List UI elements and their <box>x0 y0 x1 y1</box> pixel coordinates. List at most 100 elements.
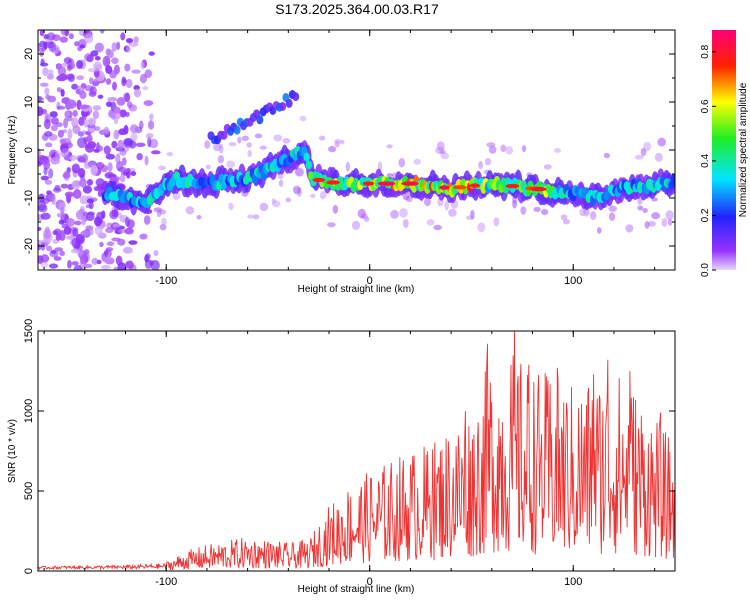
spectrogram-speckle <box>642 207 648 213</box>
spectrogram-noise-cell <box>83 117 88 128</box>
spectrogram-ridge-cell <box>307 171 315 181</box>
spectrogram-speckle <box>444 200 449 211</box>
spectrogram-noise-cell <box>49 111 58 118</box>
spectrogram-noise-cell <box>117 238 126 246</box>
spectrogram-noise-cell <box>43 119 51 130</box>
spectrogram-branch-cell <box>256 115 264 125</box>
spectrogram-noise-cell <box>117 139 124 151</box>
spectrogram-speckle <box>533 206 541 212</box>
snr-series <box>38 331 675 571</box>
spectrogram-speckle <box>423 197 432 207</box>
spectrogram-speckle <box>413 158 421 165</box>
spectrogram-noise-cell <box>79 178 87 188</box>
spectrogram-noise-cell <box>71 237 81 249</box>
spectrogram-noise-cell <box>47 69 54 75</box>
spectrogram-noise-cell <box>148 51 155 56</box>
spectrogram-noise-cell <box>77 156 86 163</box>
spectrogram-noise-cell <box>72 228 79 237</box>
spectrogram-noise-cell <box>50 117 59 125</box>
spectrogram-noise-cell <box>59 138 66 145</box>
spectrogram-noise-cell <box>87 67 98 73</box>
spectrogram-y-axis-label: Frequency (Hz) <box>7 116 18 185</box>
spectrogram-noise-cell <box>74 41 80 47</box>
spectrogram-speckle <box>399 208 408 218</box>
snr-panel: -100 0 100 0 500 1000 1500 Height of straight… <box>7 319 676 595</box>
spectrogram-speckle <box>390 209 399 219</box>
spectrogram-branch-cell <box>292 92 300 102</box>
spectrogram-noise-cell <box>114 154 120 163</box>
spectrogram-speckle <box>521 145 527 153</box>
spectrogram-noise-cell <box>105 257 115 265</box>
spectrogram-noise-cell <box>125 45 131 54</box>
spectrogram-ridge-cell <box>305 160 313 170</box>
spectrogram-noise-cell <box>153 249 159 256</box>
spectrogram-noise-cell <box>84 85 94 92</box>
spectrogram-noise-cell <box>83 252 90 263</box>
spectrogram-noise-cell <box>53 256 62 261</box>
spectrogram-noise-cell <box>100 30 105 34</box>
spectrogram-x-tick-label: 0 <box>367 275 373 287</box>
spectrogram-speckle <box>253 214 260 220</box>
spectrogram-peak-cell <box>362 181 375 186</box>
spectrogram-noise-cell <box>116 97 126 106</box>
spectrogram-noise-cell <box>79 44 86 49</box>
spectrogram-speckle <box>159 209 167 215</box>
spectrogram-noise-cell <box>100 265 111 270</box>
colorbar-tick-label: 0.8 <box>700 44 711 58</box>
spectrogram-noise-cell <box>143 215 151 225</box>
spectrogram-noise-cell <box>119 109 127 118</box>
spectrogram-noise-cell <box>43 33 49 40</box>
spectrogram-noise-cell <box>144 69 153 79</box>
spectrogram-speckle <box>357 208 367 219</box>
spectrogram-speckle <box>486 142 496 148</box>
spectrogram-noise-cell <box>90 164 98 176</box>
snr-y-tick-label: 1000 <box>23 399 35 423</box>
spectrogram-noise-cell <box>124 92 131 103</box>
spectrogram-noise-cell <box>93 148 100 153</box>
spectrogram-noise-cell <box>73 264 83 270</box>
spectrogram-noise-cell <box>113 106 121 114</box>
spectrogram-noise-cell <box>103 145 111 155</box>
spectrogram-noise-cell <box>68 33 74 40</box>
spectrogram-noise-cell <box>111 42 118 52</box>
spectrogram-speckle <box>285 197 291 203</box>
spectrogram-noise-cell <box>133 36 139 44</box>
spectrogram-noise-cell <box>50 157 60 165</box>
spectrogram-speckle <box>402 218 409 228</box>
spectrogram-noise-cell <box>65 217 76 227</box>
snr-frame <box>37 330 676 572</box>
spectrogram-speckle <box>328 145 337 153</box>
spectrogram-noise-cell <box>105 227 114 234</box>
spectrogram-speckle <box>247 214 255 219</box>
spectrogram-speckle <box>590 211 597 220</box>
spectrogram-noise-cell <box>144 155 149 166</box>
spectrogram-noise-cell <box>89 228 94 236</box>
spectrogram-speckle <box>493 217 500 227</box>
spectrogram-peak-cell <box>469 183 481 188</box>
spectrogram-noise-cell <box>83 162 92 169</box>
spectrogram-noise-cell <box>118 229 127 234</box>
snr-y-tick-label: 1500 <box>23 319 35 343</box>
spectrogram-noise-cell <box>83 263 93 269</box>
spectrogram-y-ticks: -20 -10 0 10 20 <box>23 29 675 271</box>
spectrogram-noise-cell <box>139 233 148 240</box>
spectrogram-noise-cell <box>143 100 154 106</box>
spectrogram-noise-cell <box>80 215 86 226</box>
spectrogram-peak-cell <box>453 185 467 190</box>
spectrogram-noise-cell <box>113 64 120 75</box>
spectrogram-noise-cell <box>94 216 102 227</box>
spectrogram-noise-cell <box>131 69 141 74</box>
spectrogram-speckle <box>657 137 667 147</box>
spectrogram-noise-cell <box>86 134 93 144</box>
spectrogram-noise-cell <box>118 128 127 136</box>
spectrogram-noise-cell <box>67 259 72 269</box>
spectrogram-speckle <box>332 204 339 214</box>
snr-y-tick-label: 0 <box>23 568 35 574</box>
spectrogram-noise-cell <box>85 204 93 209</box>
spectrogram-noise-cell <box>91 257 99 265</box>
spectrogram-noise-cell <box>69 154 78 161</box>
spectrogram-noise-cell <box>64 155 71 161</box>
spectrogram-speckle <box>345 161 350 172</box>
spectrogram-speckle <box>273 134 283 142</box>
spectrogram-x-tick-label: 100 <box>564 275 582 287</box>
